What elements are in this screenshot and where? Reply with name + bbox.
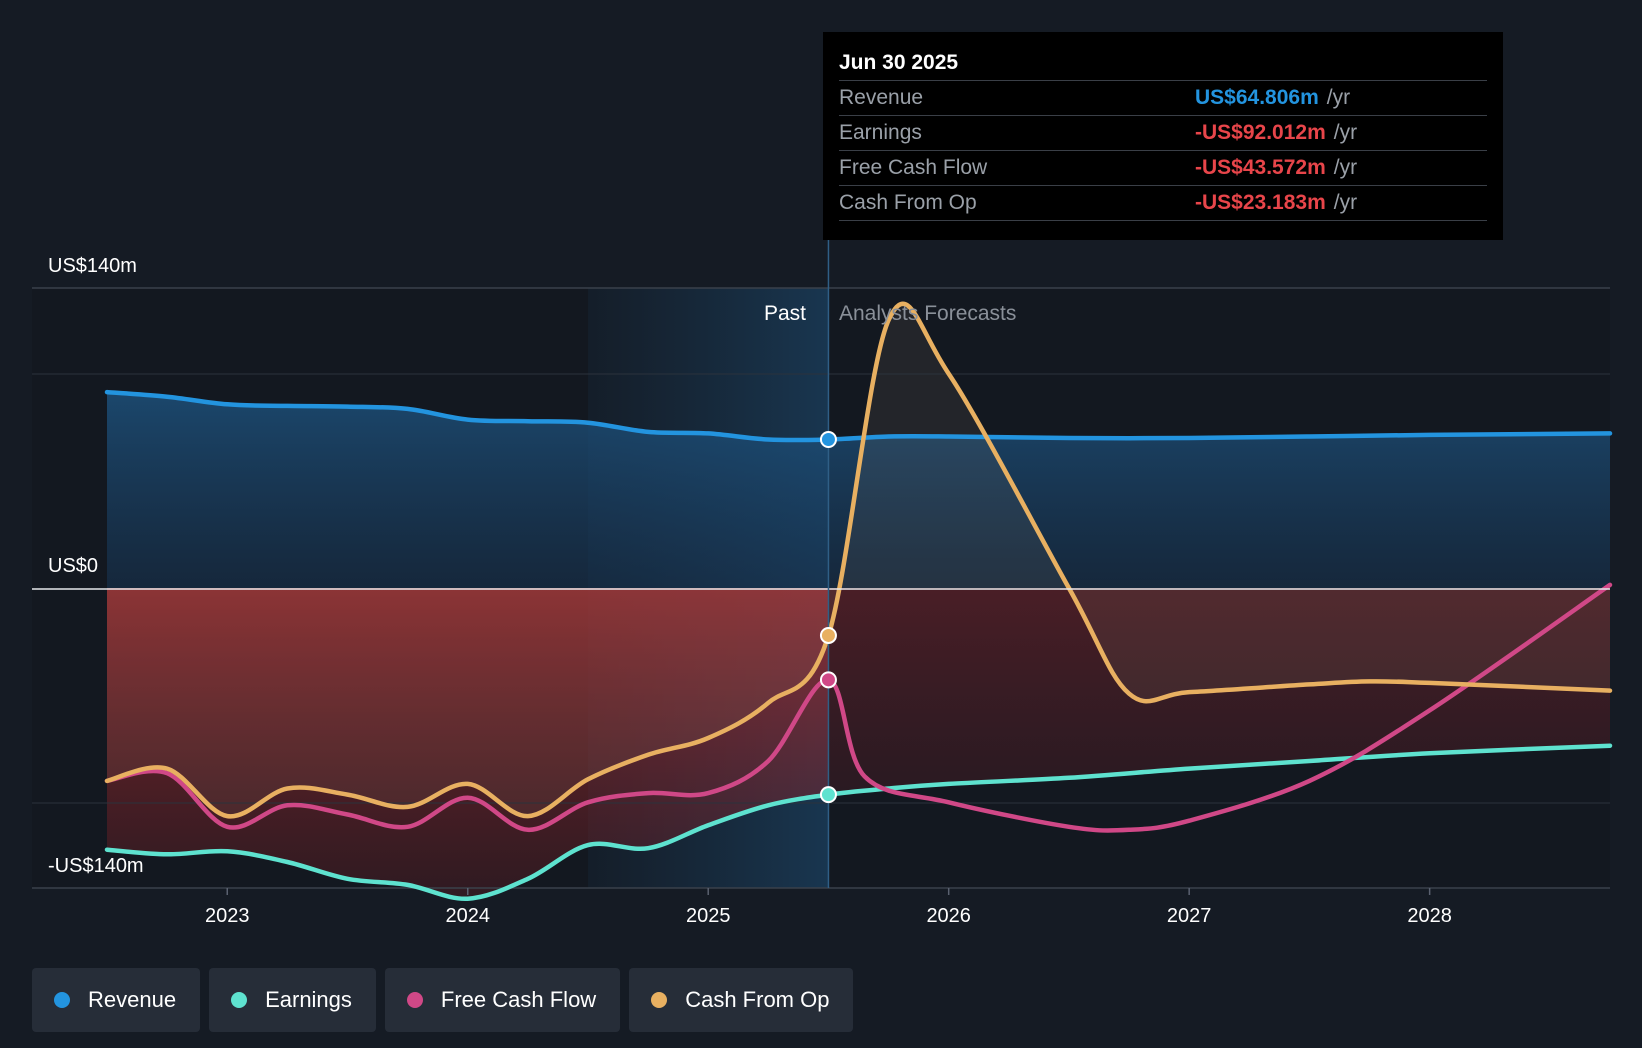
tooltip-row-cash-from-op: Cash From Op -US$23.183m /yr [839, 185, 1487, 221]
past-label: Past [764, 302, 806, 325]
tooltip-date: Jun 30 2025 [839, 51, 959, 74]
legend-label: Revenue [88, 987, 177, 1012]
tooltip-value: -US$43.572m [1195, 156, 1326, 179]
legend-label: Earnings [265, 987, 352, 1012]
free-cash-flow-line [104, 582, 1613, 833]
tooltip-unit: /yr [1326, 86, 1351, 109]
x-tick-label: 2023 [205, 905, 250, 927]
revenue-dot-icon [54, 992, 70, 1008]
x-tick-label: 2026 [926, 905, 971, 927]
tooltip-label: Cash From Op [839, 191, 977, 214]
y-label-bottom: -US$140m [48, 855, 144, 877]
legend-item-free-cash-flow[interactable]: Free Cash Flow [384, 968, 621, 1032]
earnings-line [104, 743, 1613, 901]
tooltip-label: Revenue [839, 86, 924, 109]
revenue-line [104, 389, 1613, 443]
tooltip-value: -US$23.183m [1195, 191, 1326, 214]
revenue-marker[interactable] [819, 431, 837, 449]
y-label-top: US$140m [48, 255, 137, 277]
x-tick-label: 2028 [1407, 905, 1452, 927]
tooltip-row-earnings: Earnings -US$92.012m /yr [839, 115, 1487, 150]
cash-from-op-line [104, 301, 1613, 819]
earnings-area-past [107, 588, 829, 899]
x-tick-label: 2027 [1167, 905, 1212, 927]
tooltip-row-free-cash-flow: Free Cash Flow -US$43.572m /yr [839, 150, 1487, 185]
tooltip-label: Free Cash Flow [839, 156, 988, 179]
legend: Revenue Earnings Free Cash Flow Cash Fro… [32, 968, 862, 1032]
x-tick-label: 2024 [445, 905, 490, 927]
legend-item-cash-from-op[interactable]: Cash From Op [629, 968, 854, 1032]
free-cash-flow-dot-icon [406, 992, 423, 1008]
x-tick-label: 2025 [686, 905, 731, 927]
legend-label: Free Cash Flow [440, 987, 597, 1012]
tooltip-unit: /yr [1333, 191, 1358, 214]
earnings-dot-icon [231, 992, 248, 1008]
tooltip-value: -US$92.012m [1195, 121, 1326, 144]
tooltip-label: Earnings [839, 121, 922, 144]
forecast-label: Analysts Forecasts [839, 302, 1016, 325]
legend-item-earnings[interactable]: Earnings [209, 968, 376, 1032]
tooltip-unit: /yr [1333, 156, 1358, 179]
revenue-area [107, 392, 1610, 588]
cash-from-op-marker[interactable] [819, 626, 837, 644]
legend-item-revenue[interactable]: Revenue [32, 968, 201, 1032]
tooltip-value: US$64.806m [1195, 86, 1319, 109]
cash-from-op-dot-icon [651, 992, 668, 1008]
tooltip-unit: /yr [1333, 121, 1358, 144]
tooltip-row-revenue: Revenue US$64.806m /yr [839, 80, 1487, 115]
free-cash-flow-marker[interactable] [819, 671, 837, 689]
earnings-marker[interactable] [819, 786, 837, 804]
tooltip: Jun 30 2025 Revenue US$64.806m /yr Earni… [823, 32, 1503, 240]
y-label-zero: US$0 [48, 555, 98, 577]
legend-label: Cash From Op [685, 987, 830, 1012]
